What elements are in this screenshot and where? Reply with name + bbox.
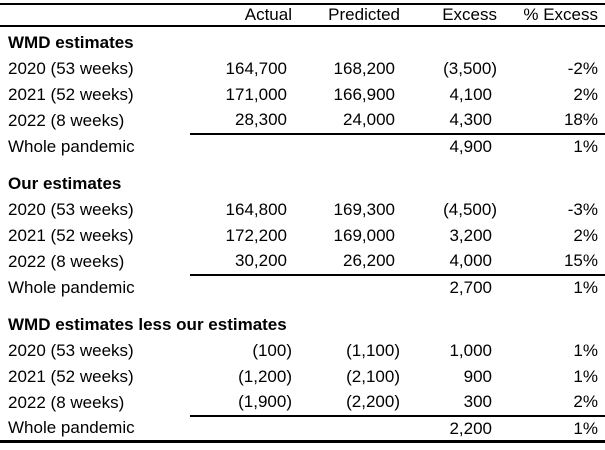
cell-excess: 300 xyxy=(400,389,497,417)
cell-excess: 4,300 xyxy=(400,107,497,135)
cell-excess: 1,000 xyxy=(449,340,492,360)
cell-actual xyxy=(190,275,292,301)
row-label: 2021 (52 weeks) xyxy=(8,366,134,386)
row-label: Whole pandemic xyxy=(8,277,135,297)
cell-actual: 164,800 xyxy=(225,199,287,219)
table-row: Whole pandemic 2,700 1% xyxy=(0,275,605,301)
cell-excess: 2,700 xyxy=(449,278,492,298)
cell-pct-excess: 1% xyxy=(573,137,598,157)
cell-pct-excess: 15% xyxy=(497,248,605,276)
cell-predicted: 169,000 xyxy=(333,225,395,245)
column-header-pct-excess: % Excess xyxy=(497,4,605,27)
cell-predicted: (1,100) xyxy=(346,340,400,360)
table-row: 2022 (8 weeks) (1,900) (2,200) 300 2% xyxy=(0,389,605,417)
cell-actual: (1,200) xyxy=(238,366,292,386)
cell-pct-excess: 18% xyxy=(497,107,605,135)
cell-pct-excess: 1% xyxy=(573,366,598,386)
cell-actual: (1,900) xyxy=(190,389,292,417)
row-label: 2020 (53 weeks) xyxy=(8,58,134,78)
excess-mortality-estimates-table: Actual Predicted Excess % Excess WMD est… xyxy=(0,3,605,444)
row-label: 2020 (53 weeks) xyxy=(8,199,134,219)
section-title: Our estimates xyxy=(8,174,122,193)
section-spacer xyxy=(0,301,605,308)
cell-excess: (4,500) xyxy=(443,199,497,219)
table-row: 2020 (53 weeks) 164,800 169,300 (4,500) … xyxy=(0,197,605,223)
column-header-predicted: Predicted xyxy=(292,4,400,27)
section-title-row: WMD estimates less our estimates xyxy=(0,308,605,338)
row-label: 2022 (8 weeks) xyxy=(8,110,125,130)
row-label: 2022 (8 weeks) xyxy=(8,392,125,412)
table-row: 2020 (53 weeks) (100) (1,100) 1,000 1% xyxy=(0,338,605,364)
cell-predicted: 169,300 xyxy=(333,199,395,219)
cell-pct-excess: 2% xyxy=(573,225,598,245)
table-row: Whole pandemic 4,900 1% xyxy=(0,134,605,160)
cell-excess: 4,100 xyxy=(449,84,492,104)
cell-predicted: 168,200 xyxy=(333,58,395,78)
row-label: 2021 (52 weeks) xyxy=(8,225,134,245)
cell-excess: 4,000 xyxy=(400,248,497,276)
cell-actual: 171,000 xyxy=(225,84,287,104)
cell-pct-excess: -2% xyxy=(567,58,598,78)
section-title: WMD estimates less our estimates xyxy=(8,315,287,334)
cell-predicted xyxy=(292,134,400,160)
cell-excess: (3,500) xyxy=(443,58,497,78)
cell-pct-excess: 2% xyxy=(497,389,605,417)
cell-actual: 28,300 xyxy=(190,107,292,135)
cell-actual xyxy=(190,134,292,160)
cell-actual: 164,700 xyxy=(225,58,287,78)
cell-pct-excess: 1% xyxy=(573,278,598,298)
header-row: Actual Predicted Excess % Excess xyxy=(0,4,605,27)
table-row: 2022 (8 weeks) 28,300 24,000 4,300 18% xyxy=(0,107,605,135)
table-row: 2020 (53 weeks) 164,700 168,200 (3,500) … xyxy=(0,56,605,82)
row-label: 2021 (52 weeks) xyxy=(8,84,134,104)
section-spacer xyxy=(0,160,605,167)
cell-pct-excess: 1% xyxy=(573,418,598,438)
row-label: Whole pandemic xyxy=(8,418,135,438)
table-row: 2021 (52 weeks) 171,000 166,900 4,100 2% xyxy=(0,82,605,108)
cell-excess: 4,900 xyxy=(449,137,492,157)
cell-excess: 2,200 xyxy=(449,418,492,438)
table-row: Whole pandemic 2,200 1% xyxy=(0,416,605,442)
cell-predicted: (2,200) xyxy=(292,389,400,417)
column-header-actual: Actual xyxy=(190,4,292,27)
cell-excess: 3,200 xyxy=(449,225,492,245)
cell-predicted xyxy=(292,275,400,301)
cell-predicted: 26,200 xyxy=(292,248,400,276)
row-label: 2022 (8 weeks) xyxy=(8,251,125,271)
row-label: Whole pandemic xyxy=(8,136,135,156)
cell-predicted: (2,100) xyxy=(346,366,400,386)
cell-predicted: 166,900 xyxy=(333,84,395,104)
cell-predicted xyxy=(292,416,400,442)
table-row: 2022 (8 weeks) 30,200 26,200 4,000 15% xyxy=(0,248,605,276)
cell-actual xyxy=(190,416,292,442)
row-label: 2020 (53 weeks) xyxy=(8,340,134,360)
cell-pct-excess: -3% xyxy=(567,199,598,219)
section-title-row: WMD estimates xyxy=(0,26,605,56)
cell-actual: 30,200 xyxy=(190,248,292,276)
cell-actual: 172,200 xyxy=(225,225,287,245)
table-row: 2021 (52 weeks) (1,200) (2,100) 900 1% xyxy=(0,364,605,390)
column-header-excess: Excess xyxy=(400,4,497,27)
cell-predicted: 24,000 xyxy=(292,107,400,135)
section-title-row: Our estimates xyxy=(0,167,605,197)
cell-excess: 900 xyxy=(463,366,492,386)
column-header-label xyxy=(0,4,190,27)
cell-actual: (100) xyxy=(252,340,292,360)
table-row: 2021 (52 weeks) 172,200 169,000 3,200 2% xyxy=(0,223,605,249)
cell-pct-excess: 1% xyxy=(573,340,598,360)
cell-pct-excess: 2% xyxy=(573,84,598,104)
section-title: WMD estimates xyxy=(8,33,134,52)
